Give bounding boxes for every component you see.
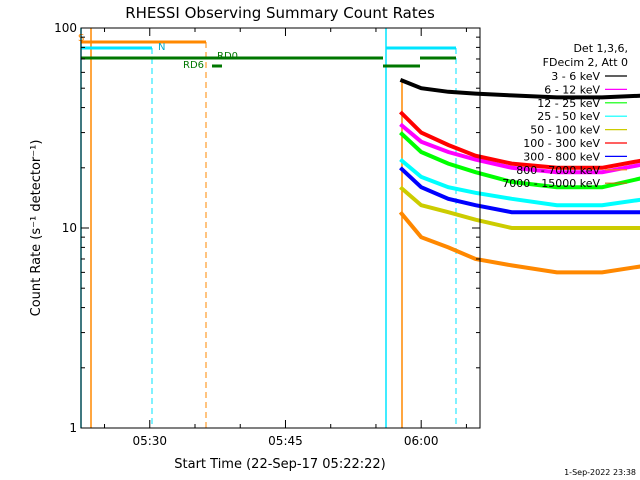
legend-label: 50 - 100 keV: [530, 124, 600, 137]
legend-label: 100 - 300 keV: [523, 137, 600, 150]
legend-header-1: Det 1,3,6,: [573, 42, 628, 55]
series-layer: [398, 78, 640, 275]
series-line-0: [399, 78, 640, 100]
legend-header-2: FDecim 2, Att 0: [543, 56, 628, 69]
x-tick-label: 05:30: [132, 434, 167, 448]
series-line-2: [399, 131, 640, 190]
series-line-3: [399, 157, 640, 208]
legend-label: 6 - 12 keV: [544, 83, 600, 96]
y-tick-label: 1: [69, 421, 77, 435]
series-line-6: [399, 166, 640, 215]
x-tick-label: 05:45: [268, 434, 303, 448]
date-stamp: 1-Sep-2022 23:38: [564, 468, 636, 477]
legend-label: 3 - 6 keV: [551, 70, 600, 83]
bar-label: RD6: [183, 60, 204, 71]
y-tick-label: 10: [62, 221, 77, 235]
series-line-5: [398, 110, 640, 170]
legend-label: 12 - 25 keV: [537, 97, 600, 110]
bar-label: RD0: [217, 51, 238, 62]
legend-label: 800 - 7000 keV: [516, 164, 600, 177]
chart-title: RHESSI Observing Summary Count Rates: [125, 4, 435, 22]
series-line-7: [398, 210, 640, 275]
bar-label: N: [158, 42, 165, 53]
series-line-1: [399, 122, 640, 175]
legend-label: 25 - 50 keV: [537, 110, 600, 123]
axis-ticks: 05:30 05:45 06:00 1 10 100: [54, 21, 480, 448]
y-tick-label: 100: [54, 21, 77, 35]
x-tick-label: 06:00: [404, 434, 439, 448]
y-axis-label: Count Rate (s⁻¹ detector⁻¹): [29, 140, 44, 317]
x-axis-label: Start Time (22-Sep-17 05:22:22): [174, 457, 385, 472]
legend-label: 7000 - 15000 keV: [502, 177, 600, 190]
series-line-4: [399, 185, 640, 230]
legend-label: 300 - 800 keV: [523, 150, 600, 163]
